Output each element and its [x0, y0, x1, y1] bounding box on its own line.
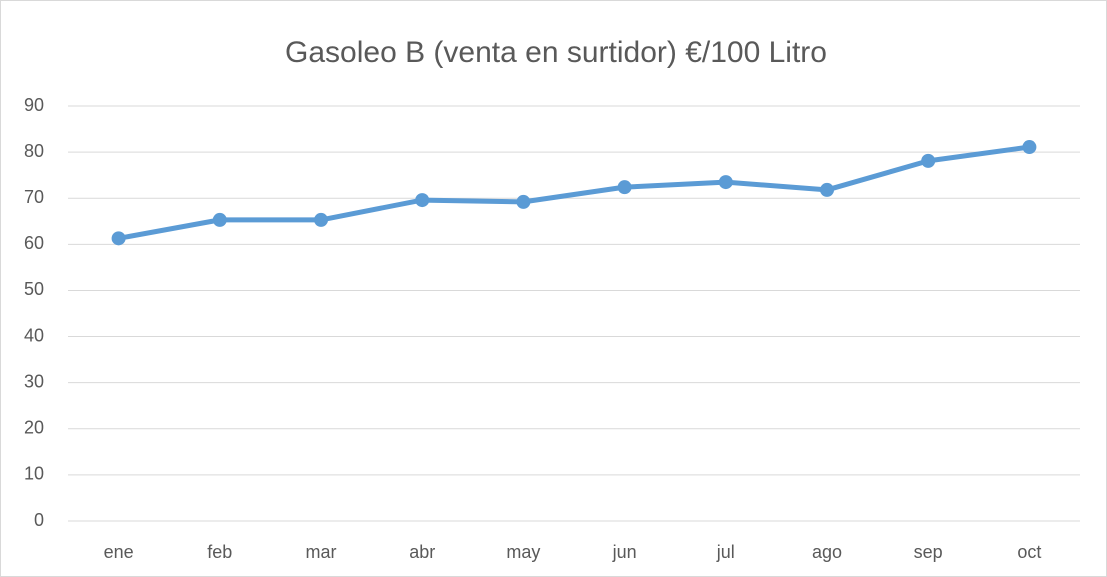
x-tick-label: mar: [306, 542, 337, 562]
x-tick-label: jul: [716, 542, 735, 562]
point: [516, 194, 531, 209]
y-tick-label: 10: [24, 464, 44, 484]
point: [1022, 140, 1037, 155]
x-tick-label: feb: [207, 542, 232, 562]
point: [111, 231, 126, 246]
point: [921, 153, 936, 168]
chart-title: Gasoleo B (venta en surtidor) €/100 Litr…: [285, 36, 827, 69]
y-tick-label: 30: [24, 371, 44, 391]
x-tick-label: ene: [104, 542, 134, 562]
line: [116, 144, 1032, 241]
x-tick-label: may: [506, 542, 540, 562]
y-tick-label: 70: [24, 187, 44, 207]
y-tick-label: 60: [24, 233, 44, 253]
y-tick-label: 40: [24, 325, 44, 345]
x-tick-label: abr: [409, 542, 435, 562]
x-tick-label: sep: [914, 542, 943, 562]
y-tick-label: 50: [24, 279, 44, 299]
y-tick-label: 0: [34, 510, 44, 530]
x-tick-label: ago: [812, 542, 842, 562]
x-tick-label: jun: [612, 542, 637, 562]
y-tick-label: 90: [24, 95, 44, 115]
point: [415, 193, 430, 208]
point: [617, 180, 632, 195]
y-tick-label: 80: [24, 141, 44, 161]
point: [212, 212, 227, 227]
x-tick-label: oct: [1017, 542, 1041, 562]
point: [820, 182, 834, 197]
y-tick-label: 20: [24, 418, 44, 438]
point: [314, 212, 328, 227]
point: [718, 175, 733, 190]
